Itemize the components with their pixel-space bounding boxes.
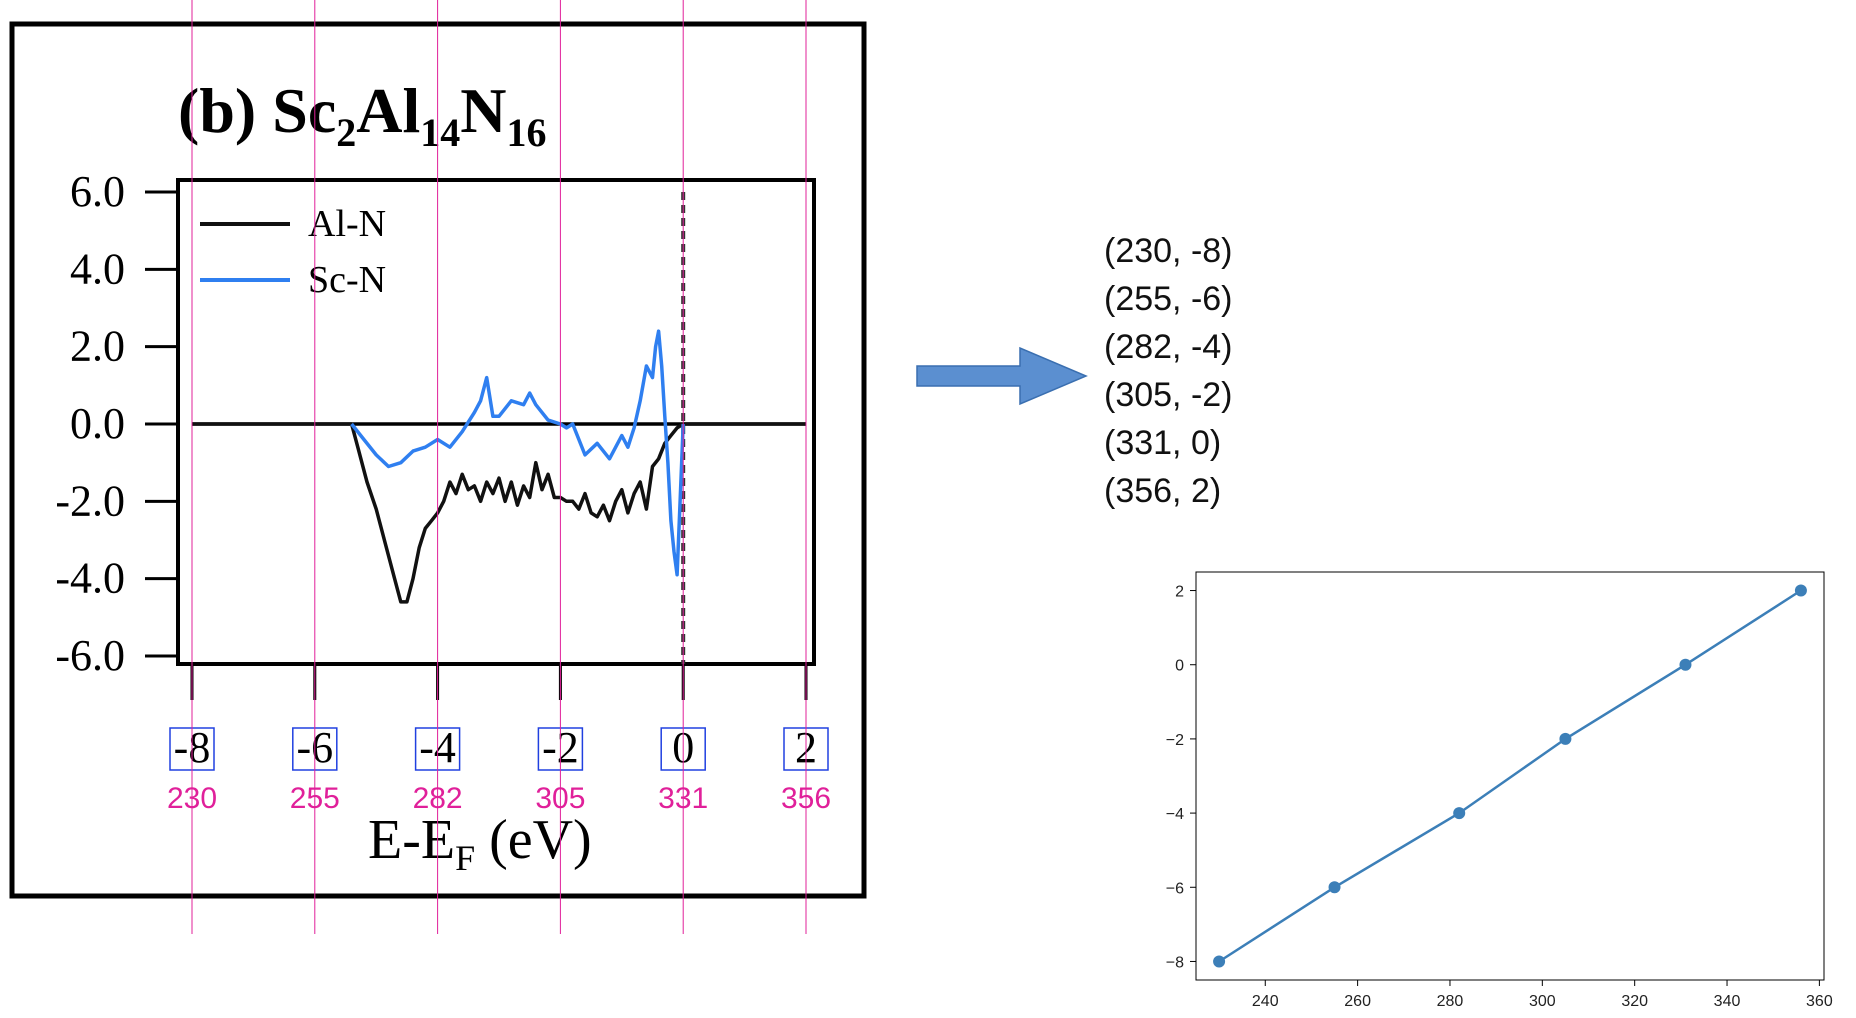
pixel-label: 255 xyxy=(290,782,340,815)
mapping-pair: (282, -4) xyxy=(1104,328,1233,366)
calibration-x-tick-label: 300 xyxy=(1529,993,1556,1010)
series-line-al-n xyxy=(192,422,806,604)
calibration-y-tick-label: −6 xyxy=(1166,880,1184,897)
y-tick-label: 6.0 xyxy=(70,167,125,216)
calibration-point xyxy=(1328,881,1341,894)
legend-label-sc-n: Sc-N xyxy=(308,259,386,301)
calibration-point xyxy=(1794,584,1807,597)
pixel-label: 282 xyxy=(413,782,463,815)
calibration-x-tick-label: 280 xyxy=(1437,993,1464,1010)
y-tick-label: -6.0 xyxy=(55,631,125,680)
y-tick-label: -4.0 xyxy=(55,554,125,603)
mapping-pair: (305, -2) xyxy=(1104,376,1233,414)
mapping-pair: (255, -6) xyxy=(1104,280,1233,318)
calibration-x-tick-label: 340 xyxy=(1714,993,1741,1010)
pixel-guides: 230 255 282 305 331 356 xyxy=(167,0,831,934)
pixel-label: 356 xyxy=(781,782,831,815)
calibration-x-tick-label: 320 xyxy=(1621,993,1648,1010)
plot-frame xyxy=(176,178,816,666)
x-axis-label: E-EF (eV) xyxy=(368,809,592,878)
calibration-x-tick-label: 360 xyxy=(1806,993,1833,1010)
mapping-pair: (356, 2) xyxy=(1104,472,1221,510)
dos-chart: (b) Sc2Al14N16 6.04.02.00.0-2.0-4.0-6.0 … xyxy=(9,0,867,934)
calibration-y-tick-label: −4 xyxy=(1166,806,1184,823)
y-tick-label: 0.0 xyxy=(70,399,125,448)
mapping-pair: (230, -8) xyxy=(1104,232,1233,270)
calibration-y-tick-label: −8 xyxy=(1166,954,1184,971)
arrow-right-icon xyxy=(916,346,1088,406)
calibration-axes: 240 260 280 300 320 340 360 2 0 −2 −4 −6 −8 xyxy=(1166,584,1833,1010)
x-axis: -8 -6 -4 -2 0 2 xyxy=(174,664,817,772)
calibration-point xyxy=(1559,732,1572,745)
calibration-x-tick-label: 240 xyxy=(1252,993,1279,1010)
pixel-label: 331 xyxy=(658,782,708,815)
y-tick-label: 2.0 xyxy=(70,322,125,371)
mapping-pair: (331, 0) xyxy=(1104,424,1221,462)
calibration-point xyxy=(1213,955,1226,968)
pixel-label: 305 xyxy=(535,782,585,815)
calibration-y-tick-label: −2 xyxy=(1166,732,1184,749)
calibration-y-tick-label: 0 xyxy=(1175,658,1184,675)
chart-title: (b) Sc2Al14N16 xyxy=(178,75,546,155)
y-tick-label: 4.0 xyxy=(70,244,125,293)
calibration-chart: 240 260 280 300 320 340 360 2 0 −2 −4 −6 −8 xyxy=(1166,571,1833,1010)
legend-label-al-n: Al-N xyxy=(308,203,386,245)
calibration-line xyxy=(1218,589,1802,963)
calibration-y-tick-label: 2 xyxy=(1175,584,1184,601)
calibration-series xyxy=(1213,584,1807,968)
pixel-label: 230 xyxy=(167,782,217,815)
calibration-point xyxy=(1453,807,1466,820)
y-tick-label: -2.0 xyxy=(55,476,125,525)
legend: Al-N Sc-N xyxy=(200,203,386,301)
calibration-x-tick-label: 260 xyxy=(1344,993,1371,1010)
series-group xyxy=(192,192,806,664)
mapping-list: (230, -8) (255, -6) (282, -4) (305, -2) (331… xyxy=(1104,232,1233,510)
calibration-point xyxy=(1679,658,1692,671)
series-line-sc-n xyxy=(350,329,685,577)
y-axis: 6.0 4.0 2.0 0.0 -2.0 -4.0 -6.0 xyxy=(55,167,178,680)
calibration-plot-frame xyxy=(1195,571,1825,981)
